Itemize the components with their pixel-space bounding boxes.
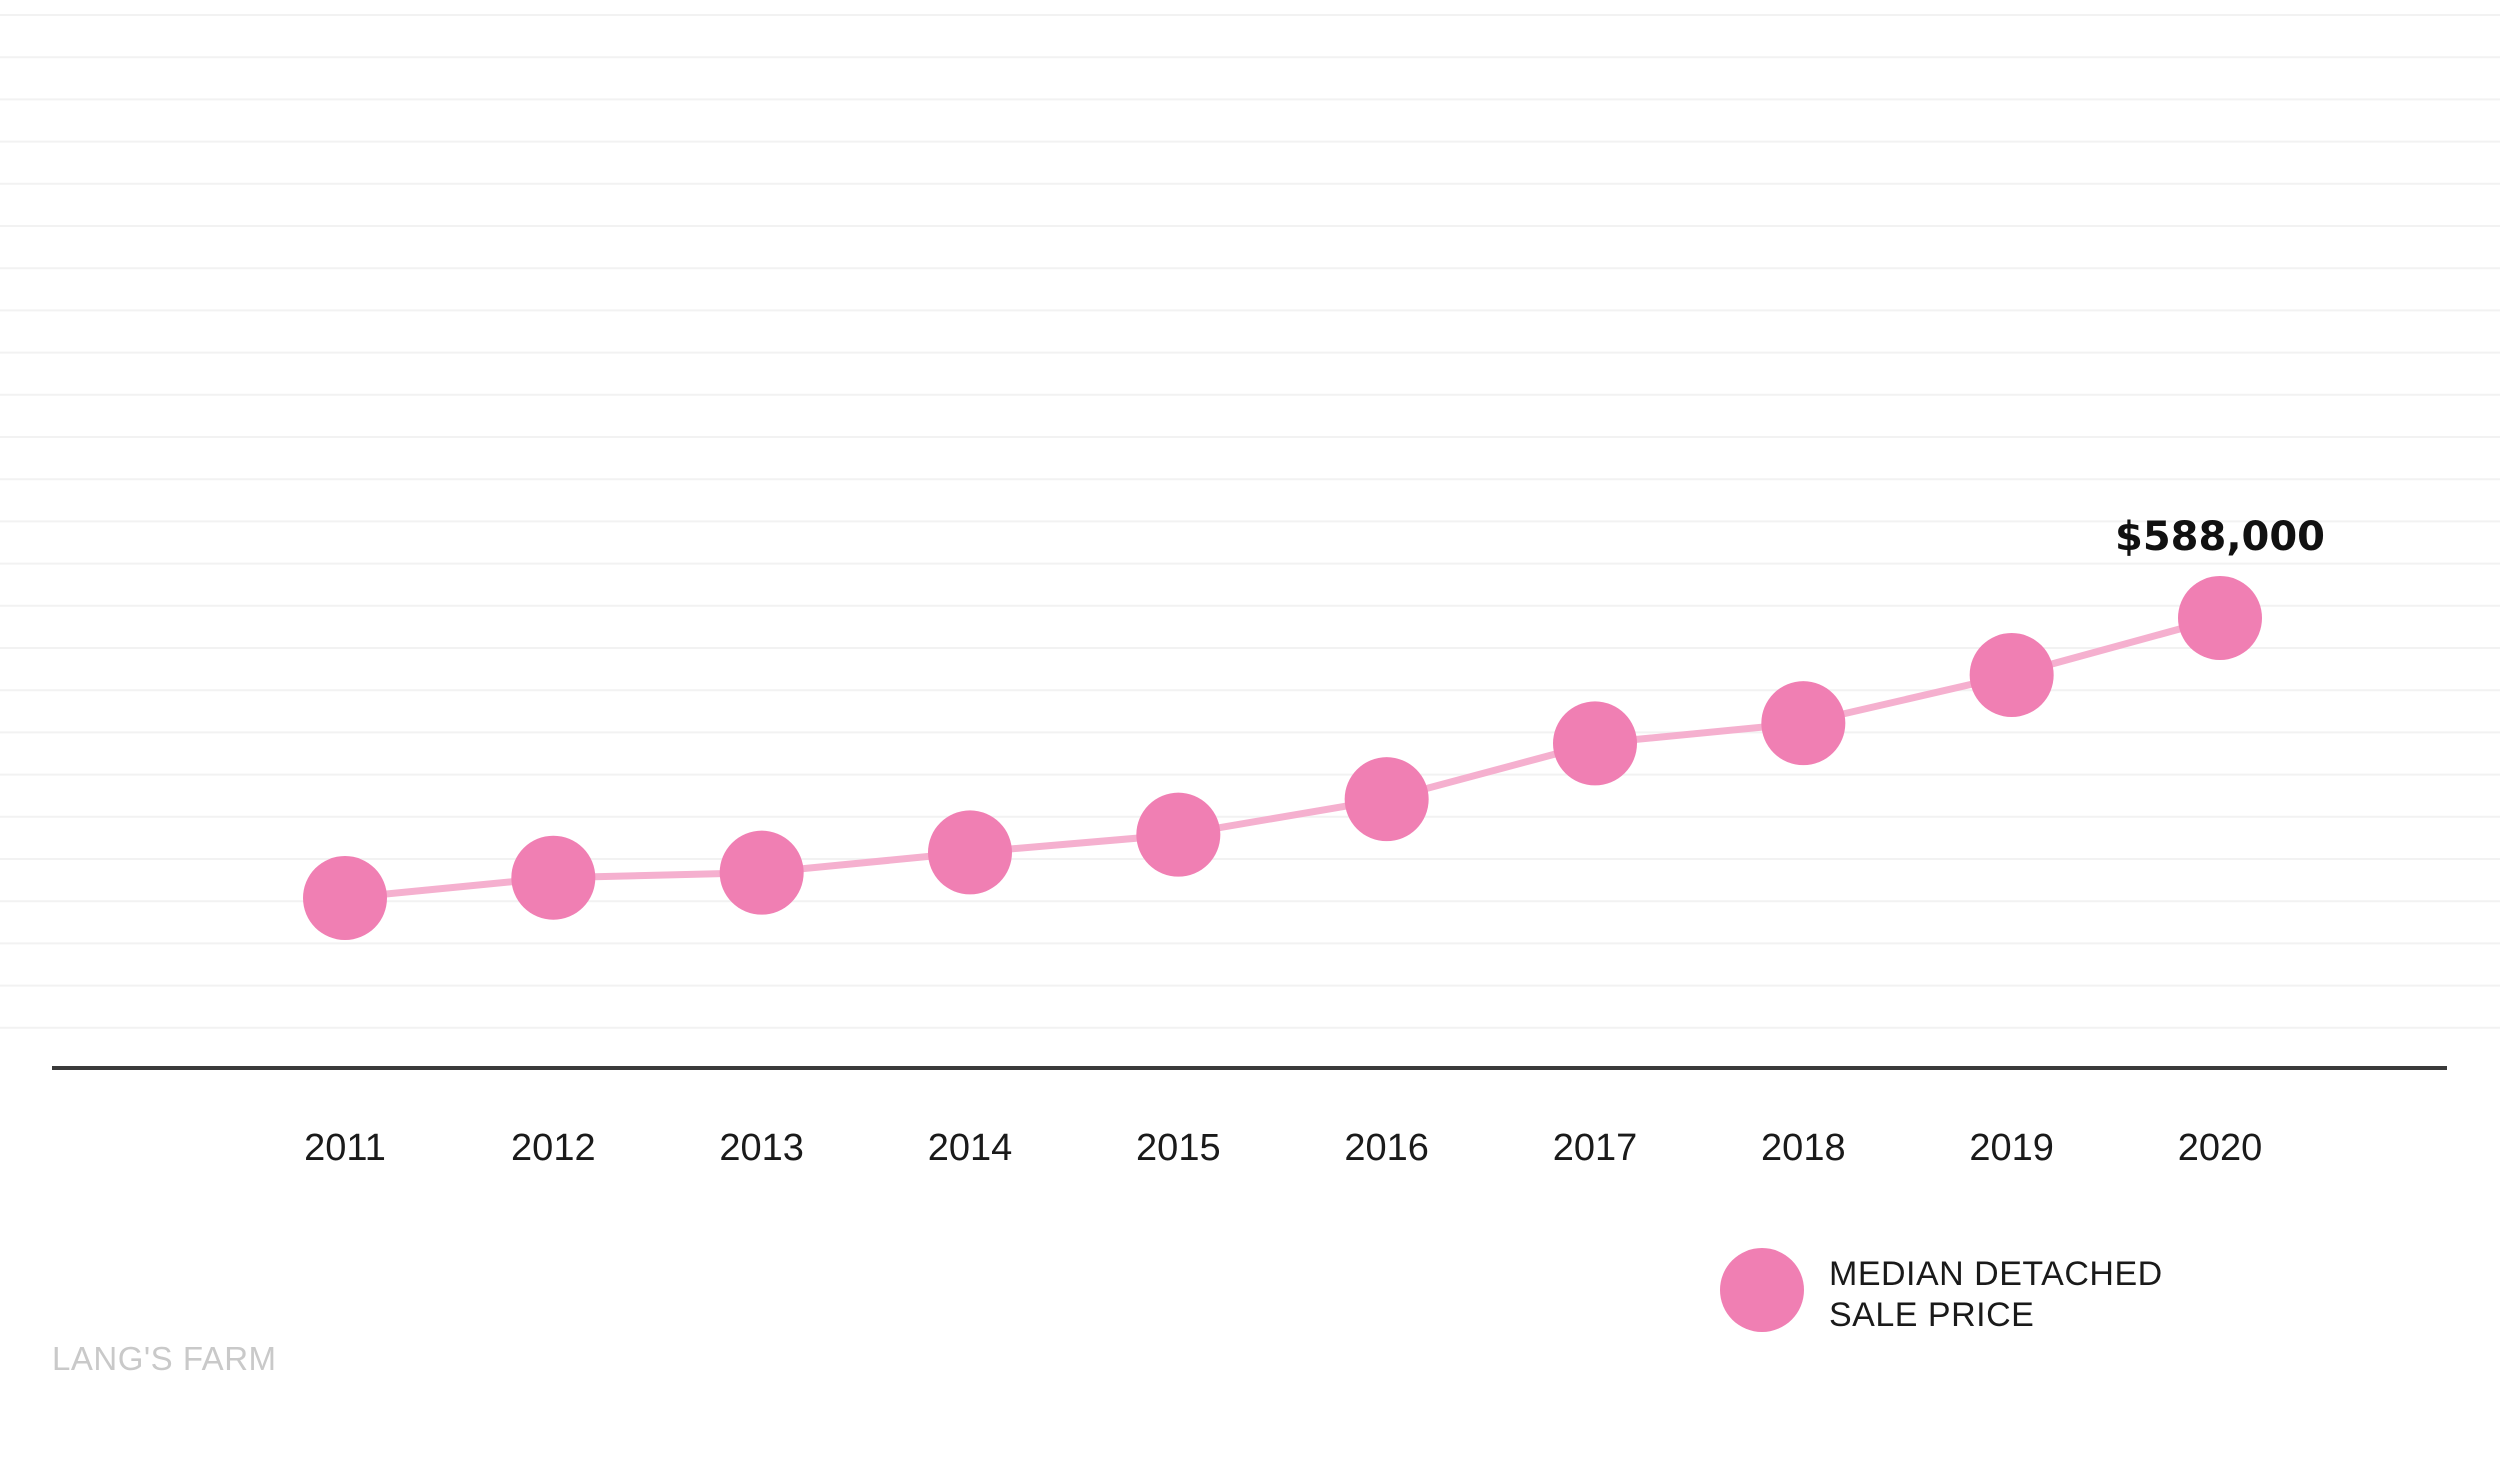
- x-tick-label-2012: 2012: [511, 1127, 596, 1169]
- data-label-2020: $588,000: [2115, 514, 2325, 560]
- data-point-2018: [1761, 681, 1846, 766]
- x-tick-label-2017: 2017: [1553, 1127, 1638, 1169]
- data-point-2017: [1553, 701, 1637, 786]
- x-tick-label-2011: 2011: [304, 1127, 386, 1169]
- x-tick-label-2016: 2016: [1344, 1127, 1429, 1169]
- series-markers: [303, 576, 2262, 940]
- x-tick-label-2013: 2013: [719, 1127, 804, 1169]
- gridlines: [0, 14, 2500, 1029]
- data-point-2011: [303, 856, 387, 940]
- source-credit: LANG'S FARM: [52, 1340, 277, 1377]
- x-tick-label-2014: 2014: [928, 1127, 1013, 1169]
- series-line: [344, 614, 2221, 902]
- data-point-2016: [1344, 757, 1429, 842]
- data-point-2013: [719, 830, 804, 915]
- data-point-2014: [928, 810, 1012, 895]
- x-tick-label-2015: 2015: [1136, 1127, 1221, 1169]
- x-tick-labels: 2011 2012 2013 2014 2015 2016 2017 2018 2019 2020: [304, 1127, 2262, 1169]
- legend-label-line1: MEDIAN DETACHED: [1829, 1255, 2163, 1293]
- data-point-2012: [511, 835, 596, 920]
- legend-marker: [1720, 1248, 1804, 1332]
- data-point-2019: [1969, 633, 2054, 717]
- x-tick-label-2019: 2019: [1969, 1127, 2054, 1169]
- series-line-group: [344, 614, 2221, 902]
- x-tick-label-2018: 2018: [1761, 1127, 1846, 1169]
- legend-label-line2: SALE PRICE: [1829, 1296, 2034, 1334]
- x-tick-label-2020: 2020: [2178, 1127, 2263, 1169]
- data-point-2020: [2178, 576, 2262, 660]
- annotations: $588,000: [2115, 514, 2325, 560]
- data-point-2015: [1136, 792, 1221, 877]
- legend: MEDIAN DETACHED SALE PRICE: [1720, 1248, 2163, 1334]
